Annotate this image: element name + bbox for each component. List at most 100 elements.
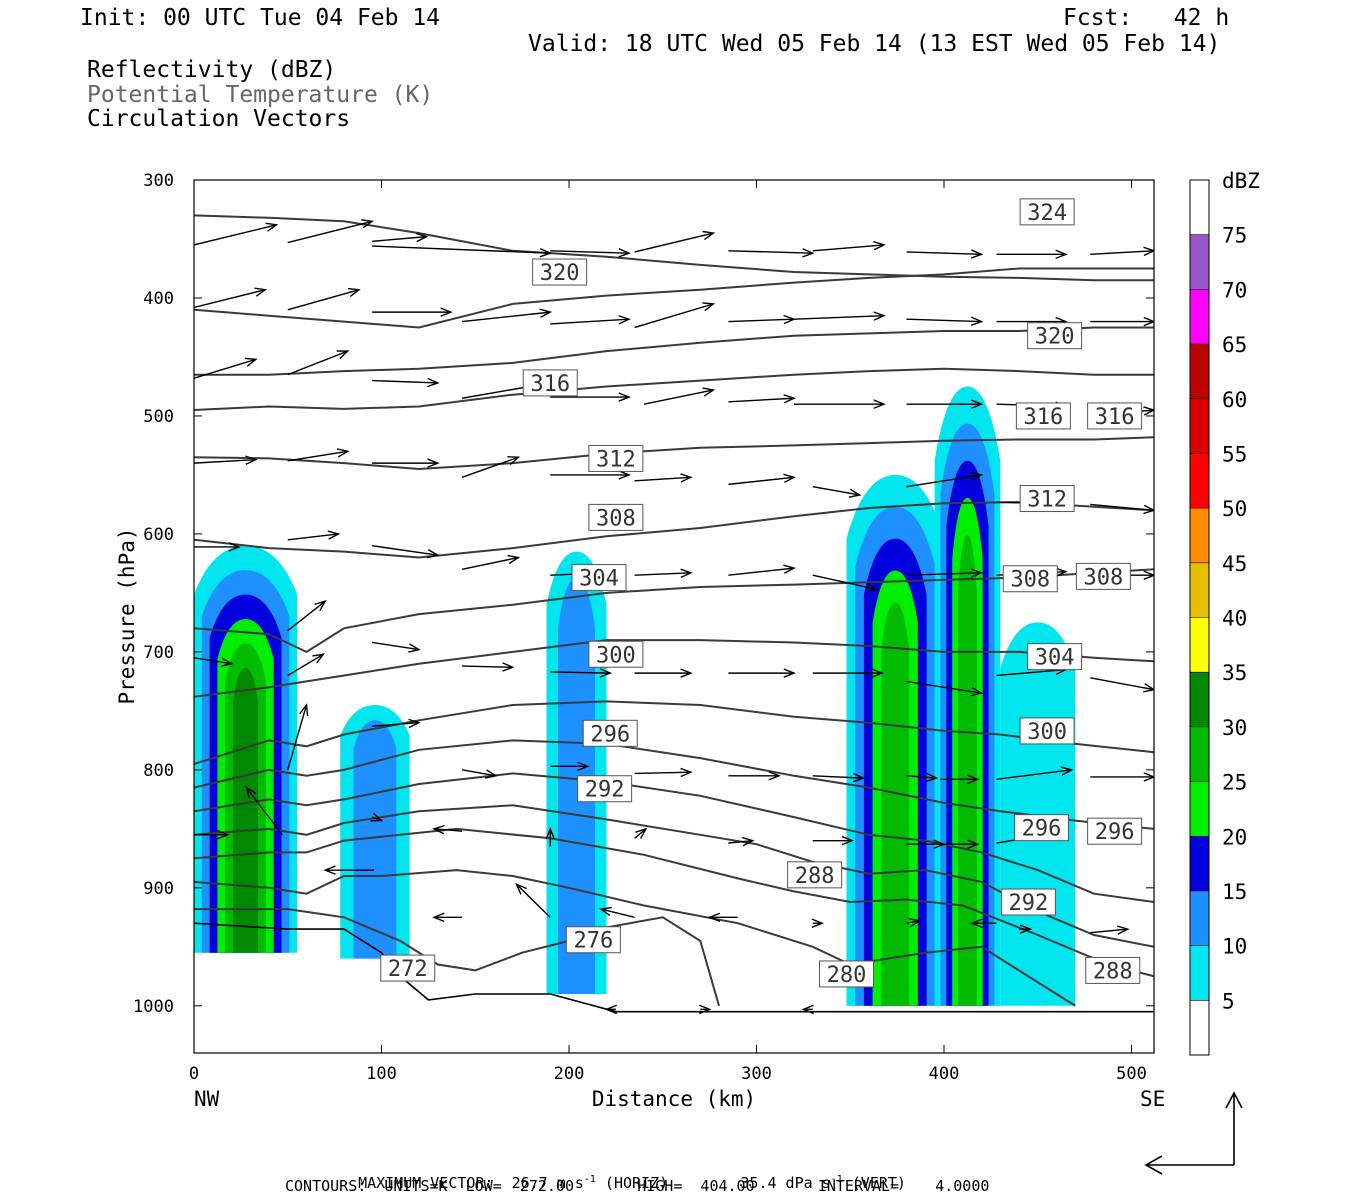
vector-head — [432, 912, 445, 923]
reflectivity-band — [558, 578, 595, 995]
circulation-vector — [462, 662, 515, 672]
x-tick-label: 100 — [366, 1064, 397, 1084]
theta-label-text: 292 — [585, 778, 625, 803]
colorbar-swatch — [1190, 836, 1209, 891]
vector-shaft — [634, 476, 691, 482]
vector-head — [801, 1004, 814, 1015]
vector-head — [970, 471, 984, 482]
theta-label: 304 — [571, 564, 627, 592]
vector-shaft — [812, 775, 864, 779]
vector-head — [1117, 925, 1130, 935]
theta-label-box — [565, 926, 621, 954]
vector-head — [967, 839, 980, 849]
vector-head — [254, 287, 268, 297]
theta-label-box — [532, 258, 588, 286]
vector-shaft — [287, 220, 373, 244]
vector-head — [865, 582, 879, 592]
reflectivity-band — [353, 720, 397, 959]
vector-head — [220, 657, 234, 667]
vector-head — [970, 918, 983, 928]
circulation-vector — [940, 774, 980, 785]
theta-label-text: 312 — [596, 447, 636, 472]
circulation-vector — [550, 315, 631, 325]
colorbar-swatch — [1190, 672, 1209, 727]
vector-shaft — [372, 245, 551, 254]
theta-contour — [194, 214, 1154, 282]
circulation-vector — [372, 718, 421, 729]
vector-head — [440, 307, 453, 317]
colorbar-label: 55 — [1222, 442, 1247, 466]
vector-head — [1143, 504, 1154, 515]
colorbar-swatch — [1190, 1000, 1209, 1055]
vector-shaft — [634, 572, 691, 576]
vector-shaft — [634, 303, 714, 329]
circulation-vectors — [194, 219, 1154, 1015]
circulation-vector — [287, 448, 350, 462]
theta-label-text: 304 — [1035, 646, 1075, 671]
theta-label-text: 280 — [827, 963, 867, 988]
reflectivity-band — [1000, 622, 1076, 1006]
vector-head — [702, 230, 716, 241]
vector-shaft — [634, 771, 691, 775]
circulation-vector — [793, 311, 886, 321]
colorbar-label: 60 — [1222, 388, 1247, 412]
vector-shaft — [287, 600, 326, 632]
vector-head — [515, 882, 527, 895]
x-axis-label: Distance (km) — [592, 1087, 756, 1111]
colorbar-label: 20 — [1222, 825, 1247, 849]
vector-shaft — [634, 828, 647, 839]
vector-shaft — [906, 251, 982, 256]
colorbar-units: dBZ — [1222, 169, 1260, 193]
vector-shaft — [462, 769, 496, 777]
circulation-vector — [906, 680, 984, 697]
colorbar-label: 25 — [1222, 771, 1247, 795]
colorbar-label: 10 — [1222, 935, 1247, 959]
circulation-vector — [1090, 246, 1154, 257]
vector-head — [408, 643, 421, 653]
theta-label: 312 — [588, 444, 644, 472]
vector-head — [699, 1004, 712, 1015]
circulation-vector — [996, 766, 1074, 780]
vector-head — [971, 399, 984, 409]
theta-label-text: 296 — [590, 722, 630, 747]
circulation-vector — [906, 917, 922, 928]
colorbar-swatch — [1190, 234, 1209, 290]
vector-head — [741, 836, 755, 847]
theta-contour — [194, 922, 1154, 1013]
circulation-vector — [372, 458, 440, 468]
colorbar-swatch — [1190, 945, 1209, 1001]
vector-head — [1143, 316, 1154, 327]
vector-shaft — [996, 668, 1066, 677]
theta-contours — [194, 214, 1154, 1013]
valid-time: Valid: 18 UTC Wed 05 Feb 14 (13 EST Wed … — [528, 31, 1221, 57]
circulation-vector — [550, 668, 613, 678]
circulation-vector — [432, 912, 463, 923]
circulation-vector — [728, 668, 796, 678]
circulation-vector — [287, 703, 309, 771]
x-tick-label: 400 — [929, 1064, 960, 1084]
colorbar-label: 15 — [1222, 880, 1247, 904]
circulation-vector — [996, 249, 1068, 260]
vector-shaft — [245, 787, 283, 836]
colorbar-swatch — [1190, 562, 1209, 618]
circulation-vector — [1090, 772, 1154, 782]
colorbar-label: 50 — [1222, 497, 1247, 521]
vector-head — [768, 771, 781, 781]
circulation-vector — [370, 812, 384, 822]
circulation-vector — [550, 470, 631, 480]
colorbar-label: 45 — [1222, 552, 1247, 576]
circulation-vector — [245, 786, 283, 836]
vector-head — [314, 599, 327, 612]
max-vector-end: (VERT) — [842, 1174, 906, 1192]
colorbar-swatch — [1190, 289, 1209, 345]
theta-label: 300 — [1019, 717, 1075, 745]
circulation-vector — [1090, 925, 1130, 935]
theta-label: 320 — [1027, 322, 1083, 350]
theta-label: 324 — [1019, 198, 1075, 226]
theta-label-box — [588, 444, 644, 472]
circulation-vector — [372, 545, 440, 559]
theta-label: 288 — [1085, 956, 1141, 984]
vector-head — [618, 315, 631, 325]
vector-shaft — [516, 883, 551, 918]
circulation-vector — [287, 350, 350, 376]
